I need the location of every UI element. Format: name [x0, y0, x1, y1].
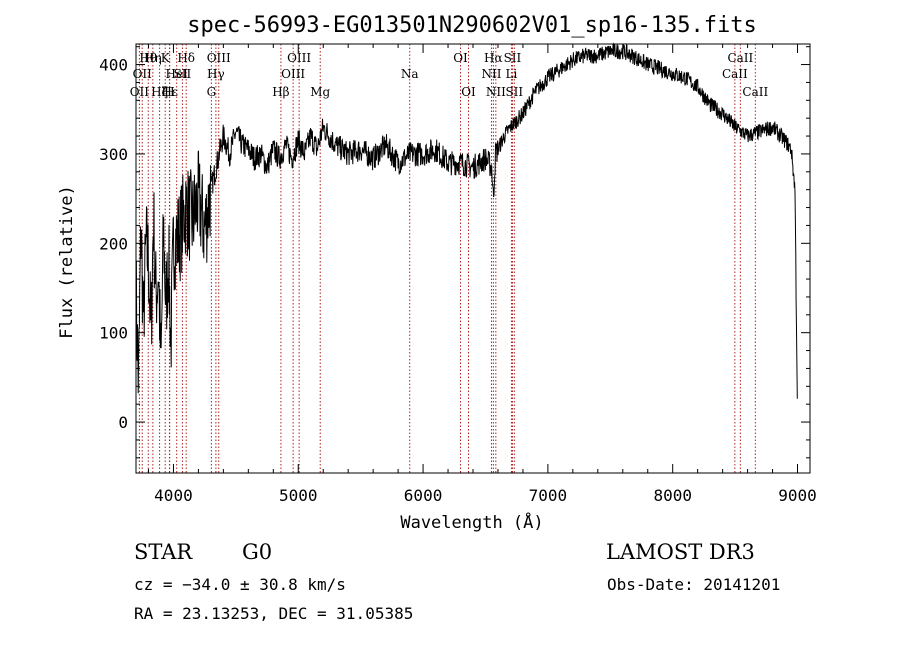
x-tick-label: 5000 [279, 486, 318, 505]
spectral-line-label: SII [504, 51, 522, 65]
y-axis-label: Flux (relative) [57, 185, 77, 339]
coordinates: RA = 23.13253, DEC = 31.05385 [134, 604, 414, 623]
spectral-line-label: CaII [742, 85, 768, 99]
plot-frame [135, 43, 811, 474]
spectral-line-label: G [207, 85, 217, 99]
spectral-line-label: Hθ [139, 51, 157, 65]
spectral-line-label: CaII [727, 51, 753, 65]
y-tick-label: 400 [99, 56, 128, 75]
spectral-line-label: K [161, 51, 171, 65]
spectral-line-label: Hε [161, 85, 178, 99]
spectral-line-label: OI [461, 85, 476, 99]
y-tick-label: 200 [99, 234, 128, 253]
x-tick-label: 8000 [653, 486, 692, 505]
spectral-line-label: OII [133, 67, 153, 81]
spectral-line-label: H [164, 85, 174, 99]
spectral-line-label: Hα [484, 51, 503, 65]
spectral-line-label: NII [481, 67, 501, 81]
x-tick-label: 9000 [778, 486, 817, 505]
spectral-line-label: OIII [207, 51, 231, 65]
spectrum-line [135, 42, 798, 399]
spectral-line-label: OI [453, 51, 468, 65]
spectral-line-label: Hζ [151, 85, 168, 99]
spectral-line-label: Hγ [207, 67, 225, 81]
x-tick-label: 6000 [404, 486, 443, 505]
spectral-line-label: OIII [287, 51, 311, 65]
object-class: STAR [134, 540, 193, 564]
spectral-line-label: Li [506, 67, 518, 81]
spectral-lines [138, 44, 756, 473]
x-axis-label: Wavelength (Å) [400, 511, 543, 533]
spectral-line-label: OII [130, 85, 150, 99]
spectral-line-labels: OIIOIIHθHηHζKHHεHeISIIHδGHγOIIIHβOIIIOII… [130, 51, 769, 99]
y-tick-label: 300 [99, 145, 128, 164]
spectral-line-label: OIII [281, 67, 305, 81]
survey-name: LAMOST DR3 [606, 540, 755, 564]
axis-ticks: 4000 5000 6000 7000 8000 9000 0 100 200 300 400 [99, 44, 817, 505]
y-tick-label: 100 [99, 324, 128, 343]
object-subclass: G0 [242, 540, 273, 564]
spectral-line-label: Mg [310, 85, 330, 99]
spectral-line-label: CaII [722, 67, 748, 81]
spectral-line-label: HeI [166, 67, 189, 81]
spectral-line-label: NII [486, 85, 506, 99]
y-tick-label: 0 [118, 413, 128, 432]
chart-title: spec-56993-EG013501N290602V01_sp16-135.f… [187, 13, 757, 38]
observation-date: Obs-Date: 20141201 [607, 575, 781, 594]
x-tick-label: 7000 [529, 486, 568, 505]
spectral-line-label: Hη [144, 51, 162, 65]
spectral-line-label: SII [174, 67, 192, 81]
redshift-readout: cz = −34.0 ± 30.8 km/s [134, 575, 346, 594]
spectral-line-label: Na [401, 67, 419, 81]
spectral-line-label: Hβ [272, 85, 289, 99]
spectral-line-label: Hδ [177, 51, 195, 65]
spectral-line-label: SII [505, 85, 523, 99]
x-tick-label: 4000 [154, 486, 193, 505]
